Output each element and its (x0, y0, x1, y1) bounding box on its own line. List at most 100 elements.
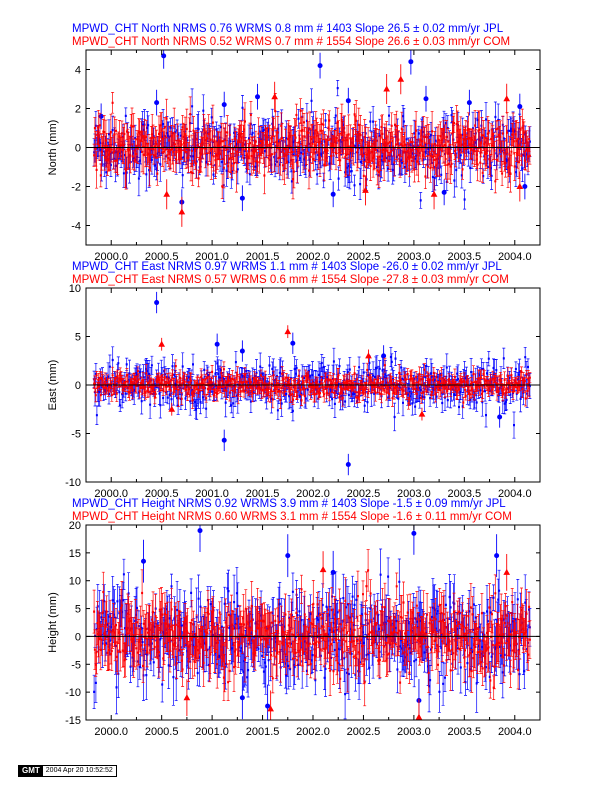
east-ytick-label: 10 (69, 283, 81, 295)
height-xtick-label: 2000.0 (94, 726, 128, 738)
north-jpl-outlier-point (239, 195, 245, 201)
north-com-error-bars (92, 92, 532, 200)
north-xtick-label: 2004.0 (498, 251, 532, 263)
plot-timestamp: 2004 Apr 20 10:52:52 (42, 766, 116, 776)
height-ytick-label: -15 (65, 715, 81, 727)
east-data (92, 291, 532, 476)
east-ytick-label: 0 (75, 380, 81, 392)
height-com-outlier-point (503, 568, 511, 575)
height-jpl-outlier-point (141, 558, 147, 564)
height-ytick-label: 20 (69, 520, 81, 532)
north-y-axis-label: North (mm) (47, 120, 59, 176)
north-ytick-label: -4 (71, 221, 81, 233)
north-jpl-outlier-point (408, 59, 414, 65)
north-xtick-label: 2000.5 (145, 251, 179, 263)
east-xtick-label: 2003.5 (448, 488, 482, 500)
north-title-com: MPWD_CHT North NRMS 0.52 WRMS 0.7 mm # 1… (72, 36, 510, 48)
height-com-outlier-point (267, 705, 274, 712)
north-com-outlier-point (271, 93, 279, 100)
height-ytick-label: -10 (65, 687, 81, 699)
north-ytick-label: 4 (75, 65, 81, 77)
east-com-outlier-point (418, 410, 426, 417)
north-panel: MPWD_CHT North NRMS 0.76 WRMS 0.8 mm # 1… (47, 23, 541, 263)
height-xtick-label: 2002.5 (347, 726, 381, 738)
height-xtick-label: 2000.5 (145, 726, 179, 738)
east-xtick-label: 2002.5 (347, 488, 381, 500)
height-panel: MPWD_CHT Height NRMS 0.92 WRMS 3.9 mm # … (47, 498, 541, 738)
north-jpl-outlier-point (522, 184, 528, 189)
east-com-outlier-point (284, 328, 292, 335)
height-jpl-outlier-point (285, 553, 291, 559)
east-xtick-label: 2000.0 (94, 488, 128, 500)
north-com-outlier-point (516, 182, 524, 189)
north-com-outlier-point (503, 95, 511, 102)
height-ytick-label: 0 (75, 631, 81, 643)
height-com-outlier-point (183, 694, 191, 701)
height-com-points (93, 569, 531, 689)
east-ytick-label: -5 (71, 429, 81, 441)
north-xtick-label: 2002.5 (347, 251, 381, 263)
north-xtick-label: 2001.5 (246, 251, 280, 263)
north-com-outlier-point (362, 186, 369, 193)
height-com-outlier-point (319, 566, 327, 573)
north-com-series (92, 64, 532, 227)
north-jpl-outlier-point (317, 63, 323, 69)
north-jpl-outlier-point (221, 102, 227, 108)
height-xtick-label: 2001.0 (195, 726, 229, 738)
east-jpl-outlier-point (381, 353, 387, 359)
north-com-outlier-point (397, 75, 405, 82)
north-jpl-outlier-point (517, 104, 523, 110)
east-xtick-label: 2001.5 (246, 488, 280, 500)
height-jpl-outlier-point (197, 528, 203, 534)
east-jpl-outlier-point (497, 414, 503, 420)
east-title-jpl: MPWD_CHT East NRMS 0.97 WRMS 1.1 mm # 14… (72, 261, 502, 273)
height-com-series (92, 549, 532, 720)
north-jpl-outlier-point (154, 100, 160, 106)
height-com-outlier-point (415, 713, 423, 720)
east-y-axis-label: East (mm) (47, 360, 59, 411)
gmt-timestamp-stamp: GMT 2004 Apr 20 10:52:52 (18, 765, 117, 777)
east-xtick-label: 2001.0 (195, 488, 229, 500)
height-ytick-label: -5 (71, 659, 81, 671)
north-com-outlier-point (383, 85, 390, 92)
height-ytick-label: 15 (69, 548, 81, 560)
east-com-outlier-point (158, 340, 166, 347)
north-ytick-label: -2 (71, 182, 81, 194)
east-jpl-outlier-point (154, 300, 160, 306)
north-jpl-outlier-point (255, 94, 261, 100)
height-xtick-label: 2001.5 (246, 726, 280, 738)
height-data (92, 525, 532, 720)
east-xtick-label: 2003.0 (397, 488, 431, 500)
east-com-outlier-point (168, 405, 176, 412)
north-com-outlier-point (163, 190, 171, 197)
east-jpl-outlier-point (345, 462, 351, 468)
north-title-jpl: MPWD_CHT North NRMS 0.76 WRMS 0.8 mm # 1… (72, 23, 504, 35)
east-ytick-label: -10 (65, 477, 81, 489)
east-title-com: MPWD_CHT East NRMS 0.57 WRMS 0.6 mm # 15… (72, 274, 509, 286)
height-title-jpl: MPWD_CHT Height NRMS 0.92 WRMS 3.9 mm # … (72, 498, 506, 510)
north-jpl-outlier-point (466, 100, 472, 106)
north-jpl-outlier-point (441, 189, 447, 195)
height-xtick-label: 2004.0 (498, 726, 532, 738)
east-xtick-label: 2000.5 (145, 488, 179, 500)
height-jpl-outlier-point (265, 703, 271, 709)
height-y-axis-label: Height (mm) (47, 592, 59, 653)
north-jpl-outlier-point (161, 53, 167, 59)
north-xtick-label: 2003.5 (448, 251, 482, 263)
north-ytick-label: 0 (75, 143, 81, 155)
north-jpl-outlier-point (330, 191, 336, 197)
north-xtick-label: 2001.0 (195, 251, 229, 263)
east-com-series (92, 325, 532, 421)
east-panel: MPWD_CHT East NRMS 0.97 WRMS 1.1 mm # 14… (47, 261, 541, 500)
north-xtick-label: 2002.0 (296, 251, 330, 263)
east-jpl-outlier-point (290, 340, 296, 346)
north-jpl-outlier-point (345, 98, 351, 104)
height-ytick-label: 5 (75, 604, 81, 616)
height-xtick-label: 2002.0 (296, 726, 330, 738)
east-jpl-outlier-point (221, 437, 227, 443)
height-jpl-outlier-point (239, 695, 245, 701)
height-title-com: MPWD_CHT Height NRMS 0.60 WRMS 3.1 mm # … (72, 511, 512, 523)
north-xtick-label: 2000.0 (94, 251, 128, 263)
height-ytick-label: 10 (69, 576, 81, 588)
